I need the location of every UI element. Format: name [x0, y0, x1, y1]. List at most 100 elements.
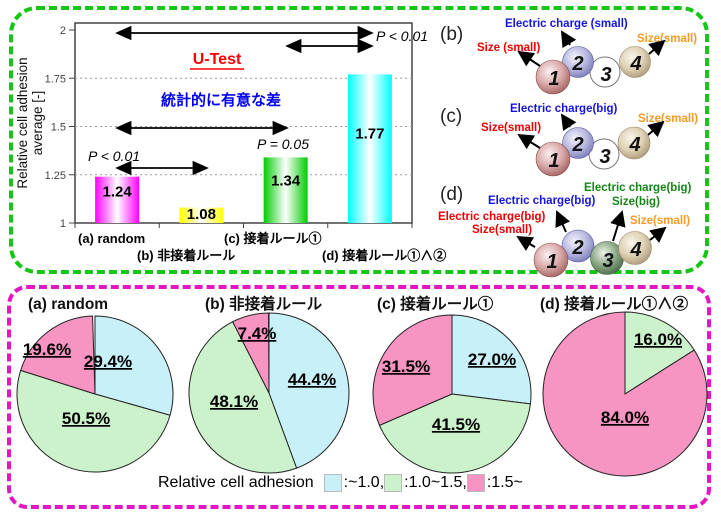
pie-a: (a) random 29.4% 50.5% 19.6%	[16, 296, 174, 473]
arrow-to-left-label	[516, 235, 536, 251]
legend-swatch-low	[323, 474, 342, 492]
arrow-to-size-left	[517, 50, 541, 67]
x-category-label: (d) 接着ルール①∧②	[322, 248, 446, 263]
pie-percent-label: 27.0%	[468, 350, 516, 369]
ball-2-number: 2	[571, 134, 583, 156]
arrow-to-size-right	[647, 120, 665, 138]
sphere-diagrams: (b) Electric charge (small) Size (small)…	[438, 18, 698, 278]
diagram-c-charge-label: Electric charge(big)	[510, 103, 618, 115]
ball-1-number: 1	[546, 251, 557, 273]
arrow-to-charge	[555, 210, 571, 233]
ball-4-number: 4	[629, 53, 641, 75]
diagram-d-mid-label-1: Electric charge(big)	[584, 182, 692, 194]
bar-c	[263, 157, 308, 223]
ball-3-number: 3	[600, 64, 611, 86]
x-category-label: (b) 非接着ルール	[137, 248, 235, 263]
ball-4	[619, 46, 651, 78]
pie-percent-label: 50.5%	[62, 409, 110, 428]
diagram-d-left-label-2: Size(small)	[472, 224, 532, 236]
pie-percent-label: 48.1%	[210, 392, 258, 411]
diagram-d-mid-label-2: Size(big)	[612, 196, 660, 208]
diagram-d-charge-label: Electric charge(big)	[488, 195, 596, 207]
ball-2-number: 2	[571, 237, 583, 259]
pie-percent-label: 16.0%	[634, 330, 682, 349]
ball-1	[535, 141, 571, 177]
bar-value-label: 1.77	[355, 125, 384, 142]
diagram-d-label: (d)	[440, 184, 463, 205]
p-value-label: P = 0.05	[257, 136, 309, 152]
ball-1-number: 1	[548, 68, 559, 90]
bar-value-label: 1.24	[103, 184, 133, 201]
arrow-to-size-left	[517, 133, 541, 150]
ball-4	[618, 231, 652, 265]
ball-1	[535, 59, 571, 95]
pie-title: (b) 非接着ルール	[205, 294, 323, 313]
y-tick-label: 1	[60, 218, 66, 230]
diagram-d-size-right-label: Size(small)	[630, 215, 690, 227]
arrow-to-size-right	[649, 226, 667, 243]
pie-slice	[372, 314, 453, 427]
diagram-b-size-right-label: Size(small)	[637, 33, 697, 45]
diagram-d-left-label-1: Electric charge(big)	[438, 211, 546, 223]
arrow-to-size-right	[648, 39, 666, 57]
pie-slice	[188, 321, 298, 474]
pie-charts: (a) random 29.4% 50.5% 19.6% (b) 非接着ルール 44.4%…	[16, 294, 708, 477]
bar-chart: 1 1.25 1.5 1.75 2 1.24 1.08 1.34 1.77 (a) random (…	[15, 22, 446, 263]
pie-slice	[451, 314, 532, 405]
pie-slice	[268, 312, 350, 469]
arrow-to-mid-label	[610, 210, 626, 242]
ball-2-number: 2	[571, 53, 583, 75]
pie-slice	[16, 369, 171, 473]
legend-label-low: :~1.0,	[343, 474, 385, 491]
ball-4	[617, 126, 651, 160]
bar-d	[347, 74, 392, 223]
pie-title: (d) 接着ルール①∧②	[540, 294, 689, 313]
pie-slice	[542, 311, 708, 477]
x-category-label: (a) random	[78, 231, 145, 246]
diagram-c-size-left-label: Size(small)	[481, 122, 541, 134]
pie-b: (b) 非接着ルール 44.4% 48.1% 7.4%	[188, 294, 350, 474]
p-value-label: P < 0.01	[376, 28, 428, 44]
pie-slice	[232, 312, 270, 394]
legend-label-mid: :1.0~1.5,	[404, 474, 467, 491]
pie-percent-label: 44.4%	[288, 370, 336, 389]
diagram-d: (d) Electric charge(big) Size(big) Elect…	[438, 182, 692, 278]
ball-1	[533, 242, 569, 278]
diagram-c-label: (c)	[440, 106, 462, 127]
y-tick-label: 1.5	[51, 122, 66, 134]
ball-4-number: 4	[629, 239, 641, 261]
pie-percent-label: 41.5%	[432, 415, 480, 434]
diagram-c: (c) Electric charge(big) Size(small) Siz…	[440, 103, 698, 177]
bar-value-label: 1.08	[187, 206, 216, 223]
ball-2	[562, 127, 594, 159]
ball-4-number: 4	[628, 134, 640, 156]
diagram-b-label: (b)	[440, 24, 463, 45]
pie-percent-label: 19.6%	[23, 340, 71, 359]
pie-d: (d) 接着ルール①∧② 16.0% 84.0%	[540, 294, 708, 477]
pie-slice	[378, 393, 531, 474]
legend-item-low: :~1.0,	[323, 474, 385, 492]
ball-1-number: 1	[548, 150, 559, 172]
legend-label-high: :1.5~	[486, 474, 523, 491]
y-tick-label: 1.25	[45, 170, 66, 182]
ball-2	[562, 46, 594, 78]
bar-a	[95, 176, 140, 223]
ball-3-number: 3	[602, 250, 613, 272]
y-tick-label: 1.75	[45, 73, 66, 85]
pie-title: (c) 接着ルール①	[377, 294, 494, 313]
arrow-to-charge	[560, 113, 577, 132]
chart-subtitle: 統計的に有意な差	[161, 91, 281, 109]
y-tick-label: 2	[60, 25, 66, 37]
chart-title: U-Test	[193, 51, 242, 68]
ball-3-number: 3	[599, 146, 610, 168]
ball-2	[561, 229, 595, 263]
bar-value-label: 1.34	[271, 172, 301, 189]
pie-percent-label: 31.5%	[382, 357, 430, 376]
diagram-c-size-right-label: Size(small)	[638, 113, 698, 125]
pie-percent-label: 7.4%	[238, 324, 277, 343]
legend-item-mid: :1.0~1.5,	[384, 474, 467, 492]
legend-swatch-high	[466, 474, 485, 492]
arrow-to-charge	[560, 30, 577, 49]
pie-legend: Relative cell adhesion :~1.0, :1.0~1.5, …	[158, 474, 523, 492]
